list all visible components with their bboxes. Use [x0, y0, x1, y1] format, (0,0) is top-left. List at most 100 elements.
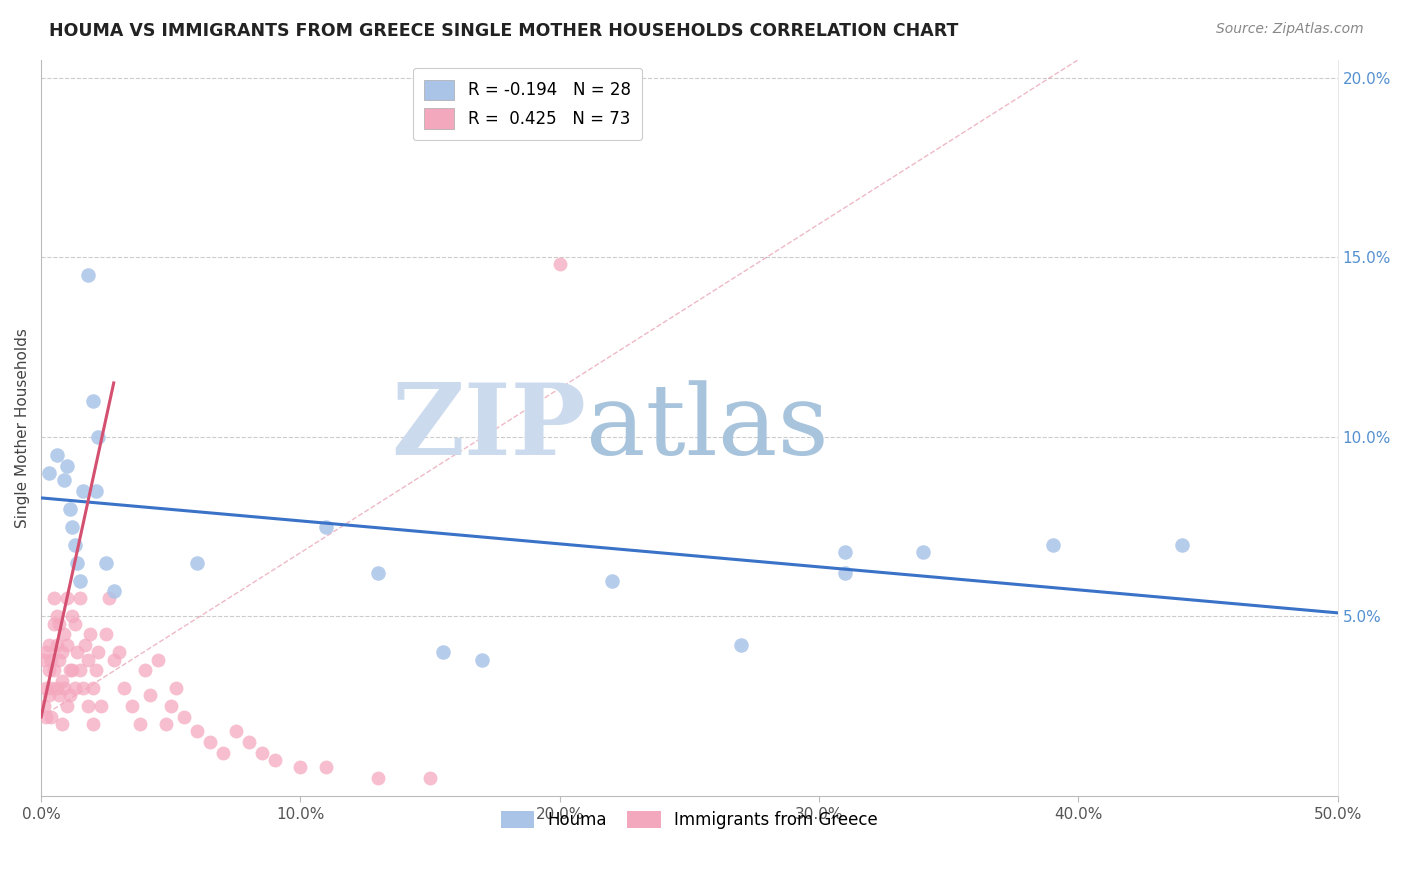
Point	[238, 735, 260, 749]
Point	[35, 710, 58, 724]
Point	[211, 746, 233, 760]
Point	[315, 519, 337, 533]
Point	[63, 616, 86, 631]
Point	[35, 681, 58, 696]
Point	[82, 717, 104, 731]
Point	[45, 681, 67, 696]
Point	[263, 753, 285, 767]
Text: atlas: atlas	[586, 380, 828, 475]
Legend: Houma, Immigrants from Greece: Houma, Immigrants from Greece	[495, 804, 884, 836]
Point	[367, 771, 389, 785]
Point	[159, 699, 181, 714]
Point	[108, 645, 131, 659]
Point	[79, 627, 101, 641]
Point	[32, 699, 55, 714]
Point	[94, 556, 117, 570]
Point	[66, 645, 89, 659]
Point	[471, 652, 494, 666]
Point	[112, 681, 135, 696]
Point	[38, 689, 60, 703]
Point	[186, 724, 208, 739]
Point	[76, 699, 98, 714]
Point	[911, 545, 934, 559]
Point	[59, 689, 82, 703]
Point	[51, 717, 73, 731]
Y-axis label: Single Mother Households: Single Mother Households	[15, 328, 30, 528]
Point	[59, 501, 82, 516]
Point	[315, 760, 337, 774]
Point	[730, 638, 752, 652]
Point	[186, 556, 208, 570]
Point	[548, 257, 571, 271]
Point	[48, 652, 70, 666]
Point	[834, 545, 856, 559]
Point	[56, 591, 79, 606]
Point	[38, 638, 60, 652]
Point	[42, 664, 65, 678]
Point	[82, 393, 104, 408]
Point	[63, 538, 86, 552]
Point	[75, 638, 97, 652]
Point	[56, 458, 79, 473]
Point	[87, 645, 110, 659]
Point	[225, 724, 247, 739]
Point	[146, 652, 169, 666]
Point	[72, 483, 94, 498]
Point	[103, 652, 125, 666]
Point	[56, 699, 79, 714]
Point	[165, 681, 187, 696]
Point	[76, 268, 98, 282]
Point	[60, 609, 83, 624]
Point	[69, 664, 91, 678]
Point	[35, 645, 58, 659]
Point	[155, 717, 177, 731]
Point	[60, 519, 83, 533]
Point	[121, 699, 143, 714]
Point	[134, 664, 156, 678]
Point	[1171, 538, 1194, 552]
Point	[60, 664, 83, 678]
Point	[42, 591, 65, 606]
Point	[250, 746, 273, 760]
Point	[97, 591, 120, 606]
Point	[600, 574, 623, 588]
Point	[63, 681, 86, 696]
Point	[1042, 538, 1064, 552]
Point	[45, 609, 67, 624]
Point	[56, 638, 79, 652]
Point	[72, 681, 94, 696]
Point	[419, 771, 441, 785]
Point	[367, 566, 389, 581]
Point	[139, 689, 162, 703]
Point	[69, 574, 91, 588]
Point	[41, 681, 63, 696]
Point	[834, 566, 856, 581]
Point	[48, 689, 70, 703]
Point	[173, 710, 195, 724]
Point	[84, 664, 107, 678]
Point	[59, 664, 82, 678]
Point	[51, 674, 73, 689]
Point	[90, 699, 112, 714]
Point	[38, 466, 60, 480]
Point	[42, 616, 65, 631]
Point	[198, 735, 221, 749]
Point	[82, 681, 104, 696]
Point	[32, 652, 55, 666]
Point	[69, 591, 91, 606]
Point	[53, 681, 76, 696]
Point	[76, 652, 98, 666]
Point	[94, 627, 117, 641]
Point	[41, 710, 63, 724]
Point	[48, 616, 70, 631]
Point	[87, 430, 110, 444]
Point	[45, 448, 67, 462]
Point	[38, 664, 60, 678]
Point	[51, 645, 73, 659]
Point	[45, 638, 67, 652]
Point	[103, 584, 125, 599]
Text: Source: ZipAtlas.com: Source: ZipAtlas.com	[1216, 22, 1364, 37]
Text: ZIP: ZIP	[391, 379, 586, 476]
Text: HOUMA VS IMMIGRANTS FROM GREECE SINGLE MOTHER HOUSEHOLDS CORRELATION CHART: HOUMA VS IMMIGRANTS FROM GREECE SINGLE M…	[49, 22, 959, 40]
Point	[53, 627, 76, 641]
